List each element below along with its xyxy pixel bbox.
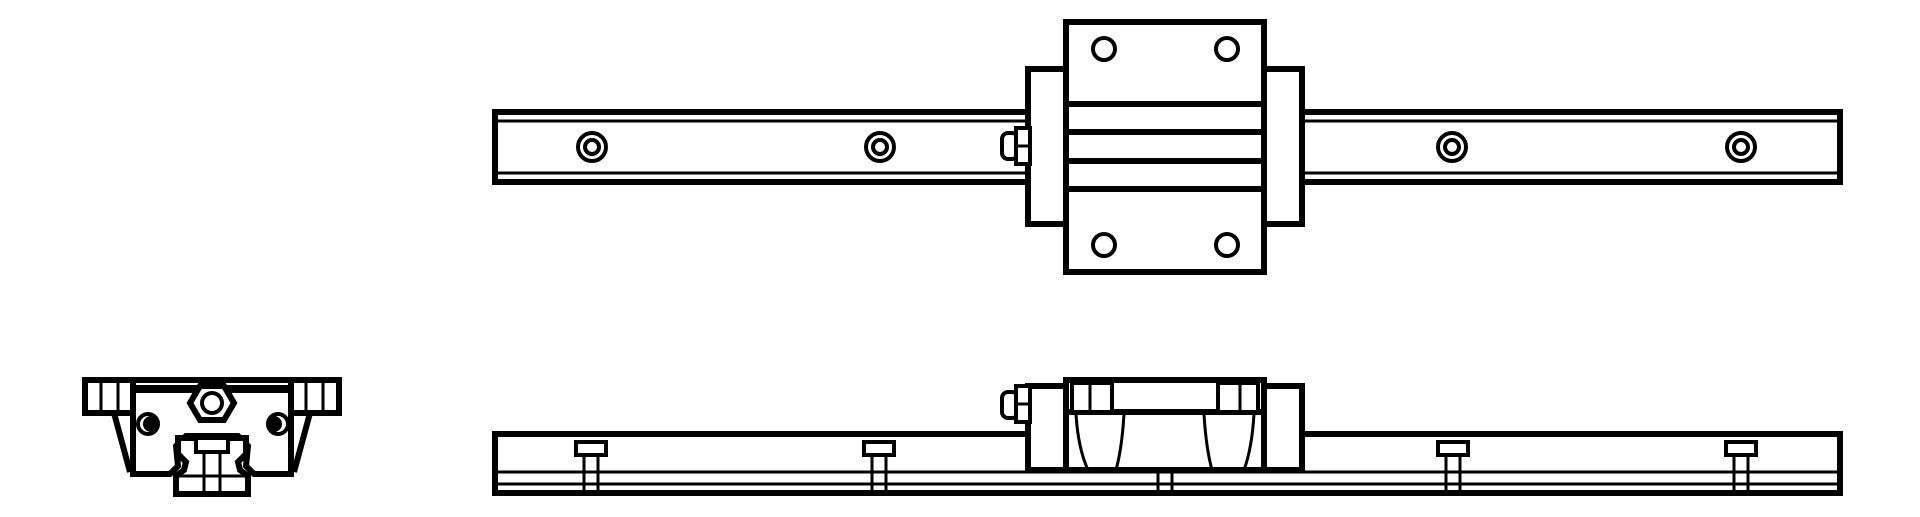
rail-bolt: [574, 440, 608, 493]
end-flange-right: [288, 377, 342, 416]
end-wing-right: [291, 412, 313, 473]
top-view: [492, 19, 1843, 275]
end-flange-left: [82, 377, 136, 416]
top-carriage-body: [1063, 19, 1267, 275]
rail-hole: [576, 131, 608, 163]
end-seal-plug-left-ring: [136, 412, 160, 436]
rail-bolt: [1724, 440, 1758, 493]
front-end-seal-left: [1025, 383, 1069, 473]
rail-hole: [1436, 131, 1468, 163]
rail-hole: [864, 131, 896, 163]
ball-groove-left: [1074, 413, 1126, 472]
top-end-seal-left: [1025, 66, 1069, 227]
top-rail-holes: [576, 131, 1757, 163]
end-nipple-hole: [200, 391, 224, 415]
end-rail-bolt-head: [194, 436, 230, 454]
carriage-hole: [1214, 36, 1240, 62]
carriage-hole: [1091, 36, 1117, 62]
rail-hole: [1725, 131, 1757, 163]
carriage-hole: [1091, 232, 1117, 258]
rail-bolt: [862, 440, 896, 493]
end-wing-left: [111, 412, 133, 473]
front-grease-nipple: [1000, 384, 1032, 424]
front-view: [492, 377, 1843, 496]
carriage-bottom-screw: [1156, 470, 1174, 493]
top-grease-nipple: [1000, 126, 1032, 166]
front-end-seal-right: [1261, 383, 1305, 473]
end-seal-plug-right-ring: [266, 412, 290, 436]
carriage-hole: [1214, 232, 1240, 258]
end-view: [82, 377, 342, 497]
carriage-screw: [1070, 381, 1114, 414]
top-end-seal-right: [1261, 66, 1305, 227]
rail-bolt: [1436, 440, 1470, 493]
ball-groove-right: [1202, 413, 1256, 472]
end-hex-nut: [186, 383, 238, 423]
carriage-screw: [1216, 381, 1260, 414]
